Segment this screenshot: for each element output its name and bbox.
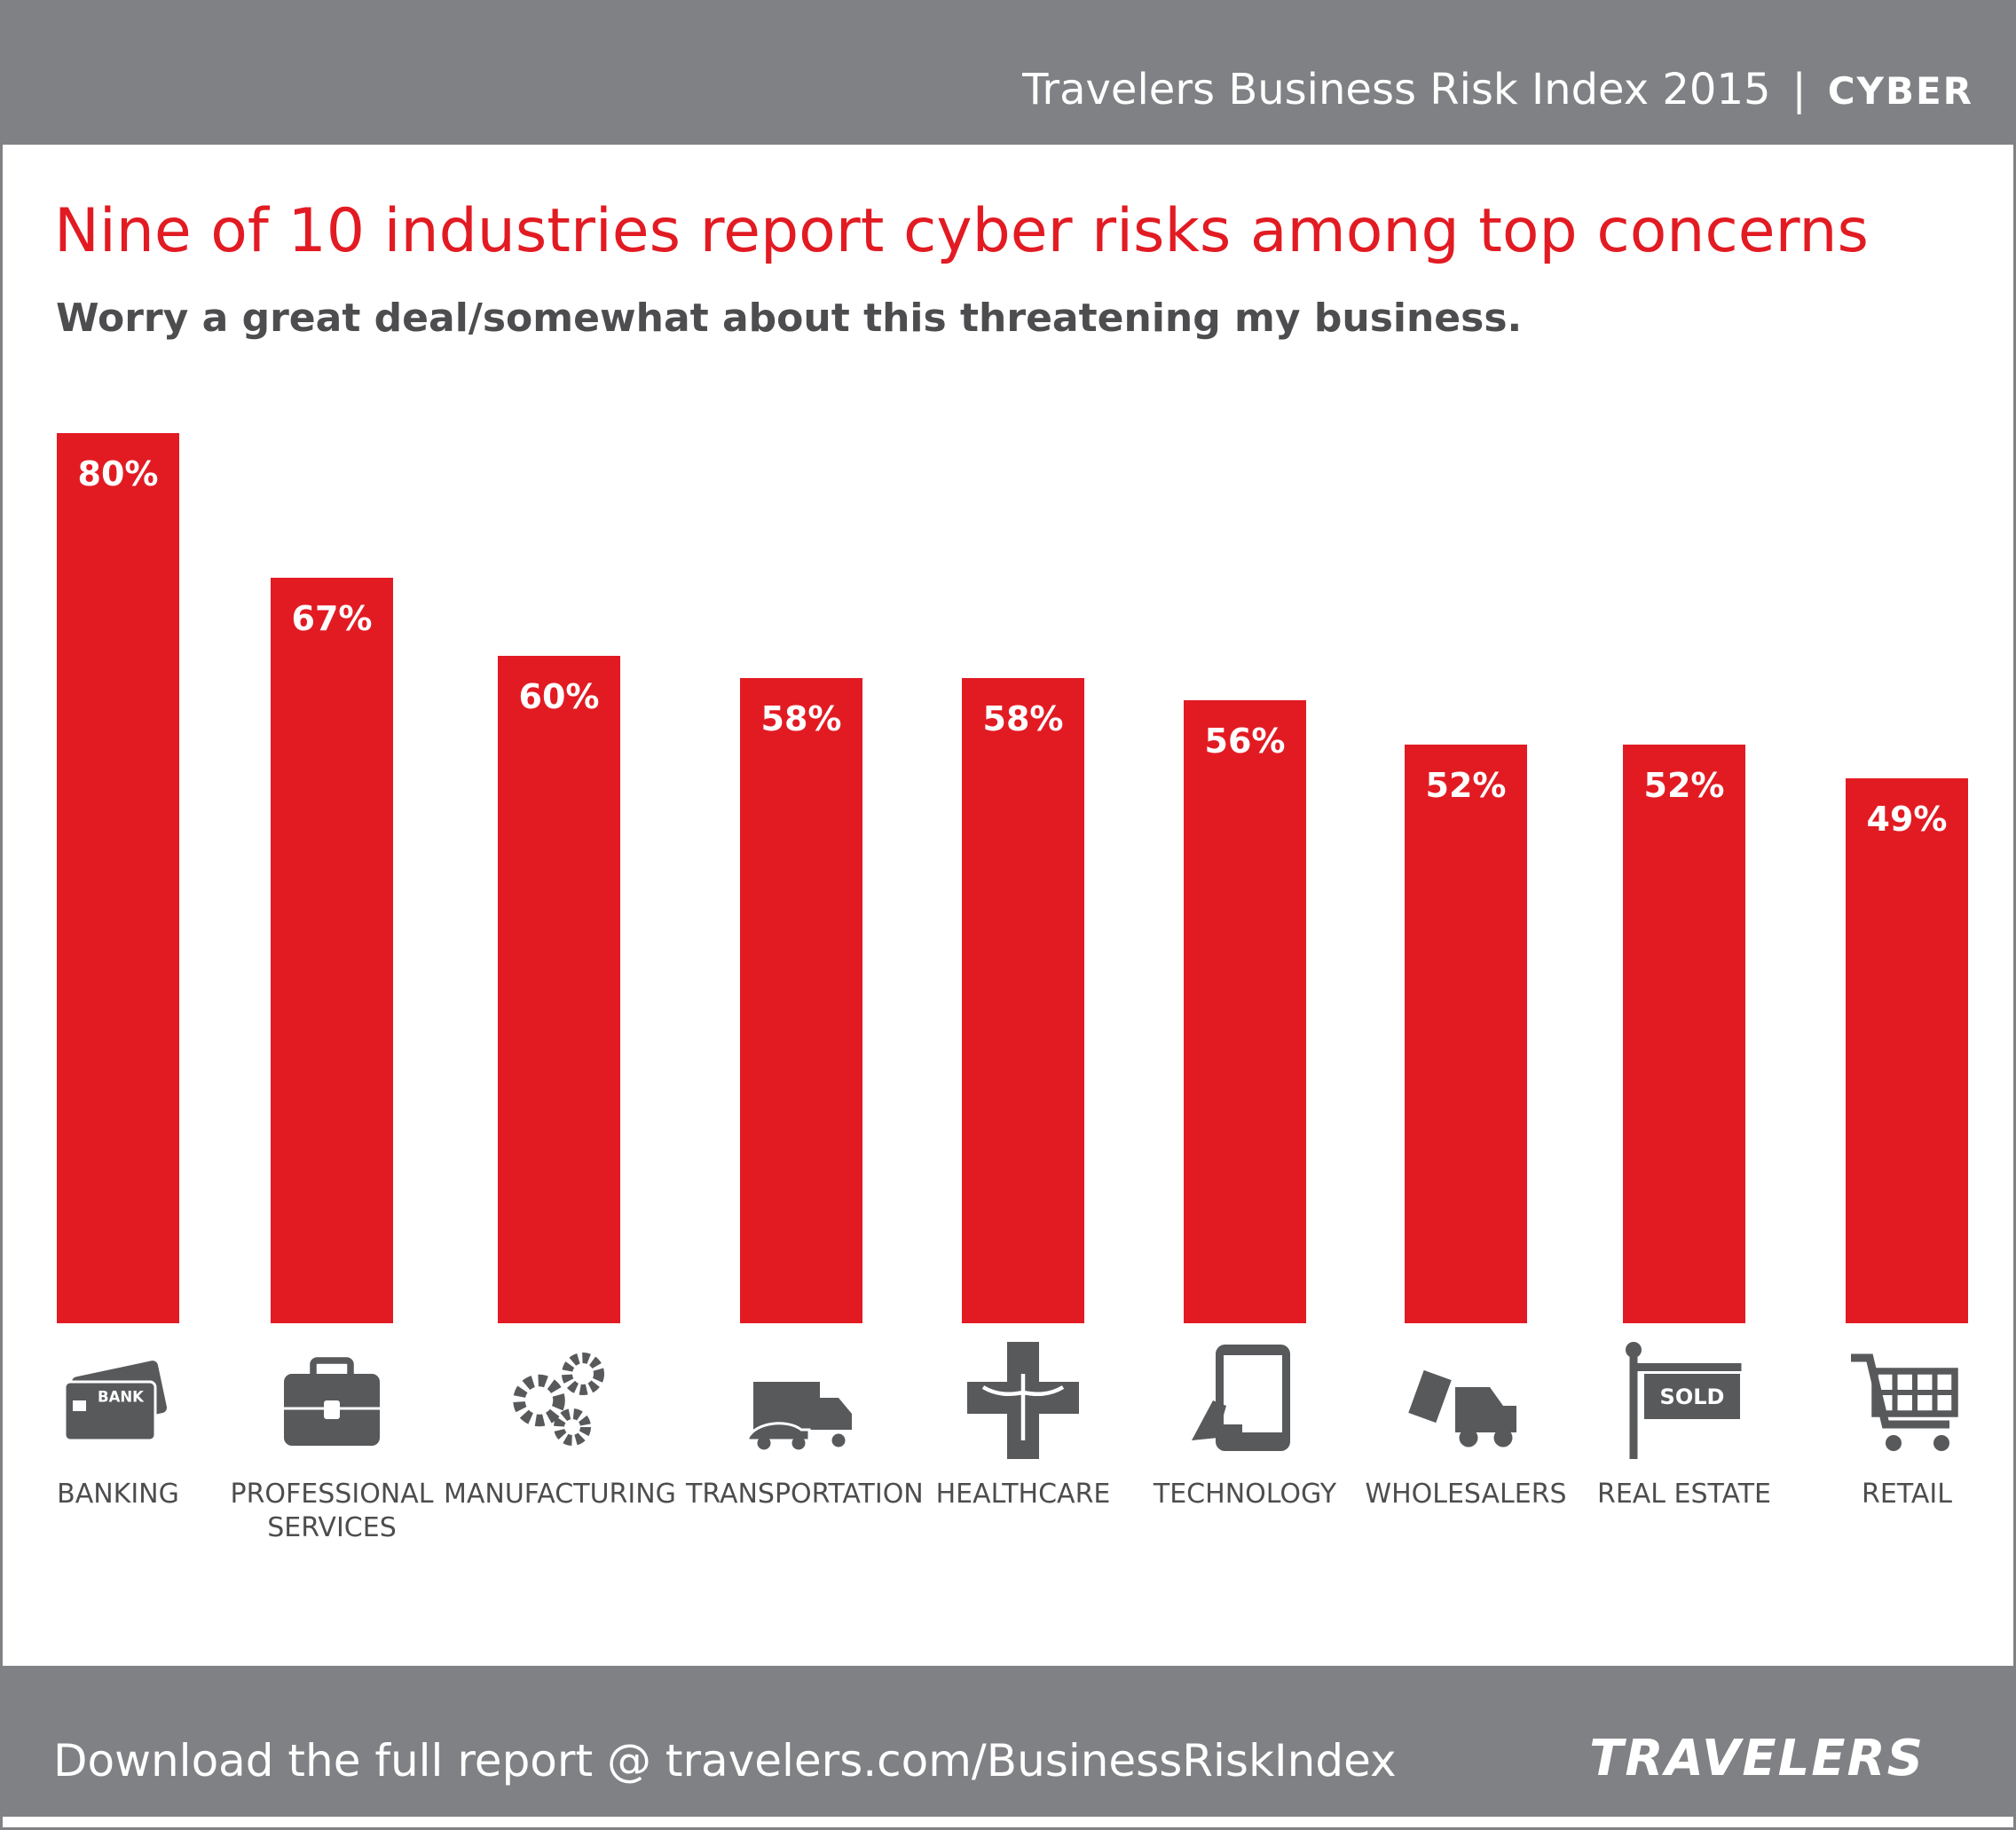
x-tick-label: TRANSPORTATION xyxy=(686,1479,924,1510)
x-tick-label: WHOLESALERS xyxy=(1365,1479,1567,1510)
x-tick-label: BANKING xyxy=(57,1479,179,1510)
industry-icon xyxy=(957,1334,1090,1467)
bar xyxy=(1846,777,1968,1323)
icon-text: BANK xyxy=(98,1389,145,1406)
chart-subtitle: Worry a great deal/somewhat about this t… xyxy=(56,296,1523,341)
icon xyxy=(1408,1369,1516,1447)
separator: | xyxy=(1792,65,1807,114)
industry-icon xyxy=(265,1334,398,1467)
value-label: 58% xyxy=(760,698,842,738)
x-tick-label: MANUFACTURING xyxy=(444,1479,676,1510)
industry-icon xyxy=(735,1334,868,1467)
bar xyxy=(1623,745,1745,1323)
industry-icon xyxy=(1840,1334,1973,1467)
icon xyxy=(513,1353,604,1446)
bar xyxy=(962,677,1084,1323)
value-label: 67% xyxy=(291,598,373,638)
icon: SOLD xyxy=(1626,1342,1742,1459)
industry-icon: BANK xyxy=(51,1334,185,1467)
bar xyxy=(271,577,393,1323)
industry-icon xyxy=(492,1334,626,1467)
footer-text: Download the full report @ travelers.com… xyxy=(53,1735,1397,1787)
bar xyxy=(740,677,862,1323)
industry-icon: SOLD xyxy=(1618,1334,1751,1467)
value-label: 60% xyxy=(518,676,600,716)
value-label: 49% xyxy=(1866,799,1948,839)
value-label: 52% xyxy=(1425,766,1507,806)
icon xyxy=(1851,1353,1958,1451)
chart-title: Nine of 10 industries report cyber risks… xyxy=(54,196,1869,266)
bar xyxy=(57,433,179,1323)
logo: TRAVELERS xyxy=(1589,1730,1925,1787)
header: Travelers Business Risk Index 2015 | CYBER xyxy=(1022,65,1973,114)
icon xyxy=(284,1357,380,1446)
x-tick-label: TECHNOLOGY xyxy=(1153,1479,1337,1510)
bar xyxy=(1405,745,1527,1323)
industry-icon xyxy=(1399,1334,1532,1467)
icon xyxy=(967,1342,1079,1459)
value-label: 52% xyxy=(1643,766,1725,806)
x-tick-label: RETAIL xyxy=(1862,1479,1952,1510)
x-tick-label: HEALTHCARE xyxy=(935,1479,1111,1510)
industry-icon xyxy=(1178,1334,1311,1467)
bar xyxy=(498,655,620,1323)
value-label: 80% xyxy=(77,454,159,493)
header-title: Travelers Business Risk Index 2015 xyxy=(1022,65,1771,114)
icon xyxy=(1192,1345,1290,1451)
value-label: 56% xyxy=(1204,721,1286,761)
bar xyxy=(1184,699,1306,1323)
header-bar: Travelers Business Risk Index 2015 | CYBER xyxy=(3,3,2013,145)
x-tick-label: REAL ESTATE xyxy=(1596,1479,1772,1510)
icon-text: SOLD xyxy=(1660,1384,1725,1409)
icon: BANK xyxy=(63,1361,168,1442)
icon xyxy=(746,1382,852,1450)
header-section: CYBER xyxy=(1827,69,1973,113)
value-label: 58% xyxy=(982,698,1064,738)
x-tick-label: PROFESSIONAL SERVICES xyxy=(230,1479,434,1543)
footer-bar: Download the full report @ travelers.com… xyxy=(3,1666,2013,1817)
